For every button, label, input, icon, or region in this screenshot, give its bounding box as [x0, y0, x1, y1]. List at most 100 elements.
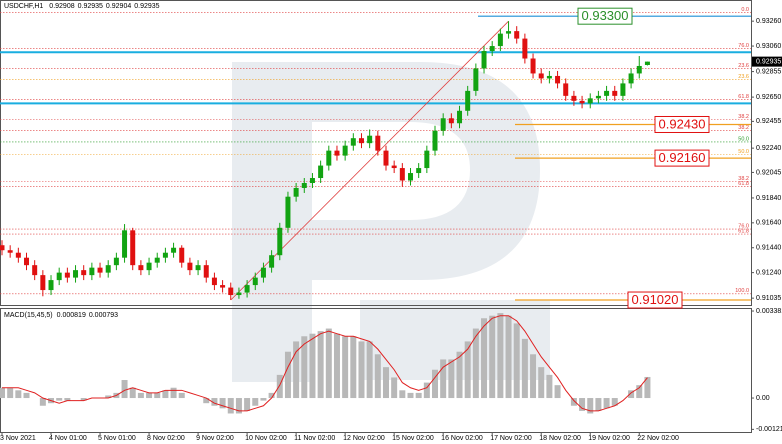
- macd-bar: [358, 341, 365, 399]
- macd-bar: [505, 315, 512, 399]
- macd-bar: [333, 333, 340, 399]
- candle-body: [383, 150, 389, 166]
- x-tick-label: 16 Nov 02:00: [441, 435, 483, 442]
- macd-bar: [415, 392, 422, 399]
- candle-body: [530, 58, 536, 74]
- macd-bar: [162, 390, 169, 399]
- macd-bar: [350, 336, 357, 399]
- candle-body: [24, 257, 30, 266]
- x-tick-label: 10 Nov 02:00: [245, 435, 287, 442]
- y-tick-label: -0.001217: [756, 426, 782, 433]
- macd-bar: [579, 398, 586, 411]
- macd-bar: [235, 398, 242, 414]
- macd-bar: [374, 354, 381, 399]
- macd-bar: [325, 328, 332, 399]
- macd-bar: [80, 398, 87, 401]
- candle-body: [424, 150, 430, 169]
- candle-body: [105, 265, 111, 273]
- candle-body: [571, 95, 577, 101]
- candle-body: [628, 73, 634, 84]
- y-tick-label: 0.92455: [756, 118, 781, 125]
- symbol: USDCHF,H1: [4, 3, 43, 10]
- candle-body: [236, 292, 242, 296]
- fibo-label: 100.0: [735, 288, 749, 294]
- macd-bar: [56, 398, 63, 401]
- fibo-label: 38.2: [738, 125, 749, 131]
- candle-body: [481, 51, 487, 69]
- ohlc-low: 0.92904: [106, 3, 131, 10]
- level-box: [627, 291, 683, 309]
- level-box: [654, 115, 710, 133]
- x-tick-label: 3 Nov 2021: [0, 435, 36, 442]
- candle-body: [293, 187, 299, 197]
- candle-body: [309, 178, 315, 183]
- candle-body: [326, 150, 332, 166]
- x-tick-label: 8 Nov 02:00: [147, 435, 185, 442]
- candle-body: [73, 270, 79, 278]
- candle-body: [334, 150, 340, 156]
- candle-body: [171, 247, 177, 253]
- macd-bar: [644, 376, 651, 399]
- candle-body: [408, 173, 413, 181]
- candle-body: [211, 277, 217, 286]
- macd-bar: [423, 382, 430, 399]
- macd-bar: [227, 398, 234, 414]
- y-tick-label: 0.00: [756, 395, 770, 402]
- candle-body: [64, 272, 70, 278]
- candle-body: [522, 38, 528, 59]
- fibo-label: 38.2: [738, 114, 749, 120]
- main-frame: [0, 0, 752, 306]
- macd-bar: [611, 398, 618, 406]
- trend-line: [230, 20, 509, 301]
- fibo-label: 61.8: [738, 94, 749, 100]
- candle-body: [122, 230, 128, 258]
- macd-bar: [456, 351, 463, 399]
- signal-line: [2, 315, 648, 412]
- level-label: 0.91020: [632, 292, 679, 307]
- macd-bar: [595, 398, 602, 411]
- macd-bar: [481, 318, 488, 399]
- macd-bar: [570, 398, 577, 406]
- macd-bar: [301, 336, 308, 399]
- macd-bar: [538, 367, 545, 399]
- x-tick-label: 19 Nov 02:00: [588, 435, 630, 442]
- x-tick-label: 9 Nov 02:00: [196, 435, 234, 442]
- macd-bar: [497, 313, 504, 399]
- macd-bar: [64, 398, 71, 401]
- macd-bar: [317, 331, 324, 399]
- macd-bar: [23, 392, 30, 399]
- fibo-label: 61.8: [738, 228, 749, 234]
- candle-body: [342, 145, 348, 156]
- level-label: 0.92160: [659, 150, 706, 165]
- macd-bar: [105, 395, 112, 399]
- candle-body: [7, 250, 13, 253]
- macd-bar: [170, 387, 177, 399]
- candle-body: [154, 257, 160, 263]
- level-box: [577, 7, 633, 25]
- macd-bar: [603, 398, 610, 409]
- candle-body: [555, 75, 561, 84]
- y-tick-label: 0.003381: [756, 308, 782, 315]
- fibo-label: 38.2: [738, 176, 749, 182]
- candle-body: [506, 31, 512, 34]
- candle-body: [0, 245, 5, 251]
- candle-body: [595, 95, 601, 99]
- fibo-label: 50.0: [738, 149, 749, 155]
- candle-body: [228, 287, 234, 296]
- macd-bar: [464, 341, 471, 399]
- candle-body: [277, 227, 283, 256]
- macd-bar: [513, 323, 520, 399]
- x-tick-label: 11 Nov 02:00: [294, 435, 335, 442]
- candle-body: [113, 257, 119, 266]
- macd-bar: [137, 392, 144, 399]
- macd-bar: [628, 390, 635, 399]
- candle-body: [203, 265, 209, 278]
- x-tick-label: 4 Nov 01:00: [49, 435, 87, 442]
- candle-body: [497, 33, 503, 47]
- macd-bar: [146, 392, 153, 399]
- candle-body: [269, 255, 275, 268]
- candle-body: [162, 252, 168, 258]
- macd-bar: [154, 392, 161, 399]
- candle-body: [399, 168, 405, 181]
